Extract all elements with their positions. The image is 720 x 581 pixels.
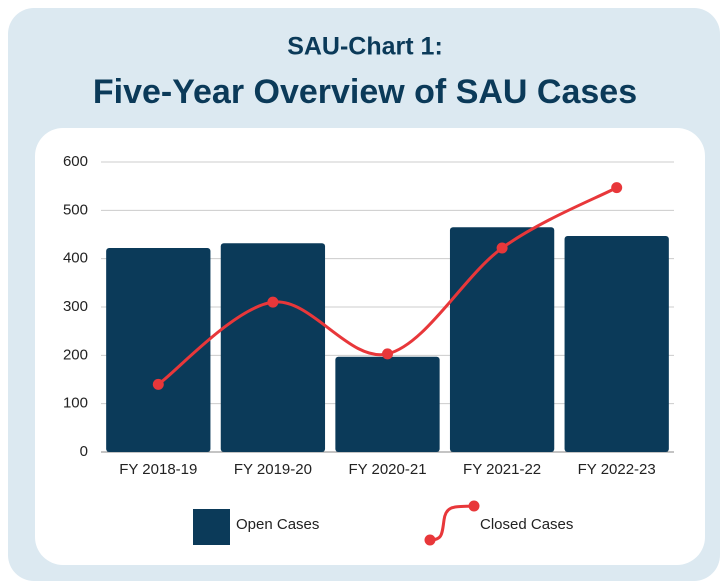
y-tick-label: 400: [63, 250, 88, 267]
point: [496, 242, 508, 254]
y-tick-label: 500: [63, 201, 88, 218]
bar: [564, 235, 669, 452]
y-tick-label: 300: [63, 298, 88, 315]
y-tick-label: 0: [80, 443, 88, 460]
legend-swatch: [429, 504, 475, 542]
y-tick-label: 100: [63, 395, 88, 412]
chart-subtitle: Five-Year Overview of SAU Cases: [93, 73, 637, 111]
point: [611, 182, 623, 194]
point: [382, 348, 393, 360]
legend-swatch: [468, 500, 480, 512]
x-tick-label: FY 2021-22: [463, 461, 541, 478]
x-tick-label: FY 2022-23: [578, 461, 656, 478]
x-tick-label: FY 2019-20: [234, 461, 312, 478]
x-tick-label: FY 2020-21: [348, 461, 426, 478]
legend-label: Closed Cases: [480, 516, 573, 533]
legend-swatch: [193, 509, 230, 545]
x-tick-label: FY 2018-19: [119, 461, 197, 478]
point: [267, 296, 279, 308]
bar: [220, 243, 326, 452]
bar: [449, 227, 555, 452]
legend-swatch: [424, 534, 436, 546]
point: [152, 378, 164, 390]
bar: [106, 248, 211, 452]
bar: [335, 356, 440, 452]
y-tick-label: 600: [63, 153, 88, 170]
legend-label: Open Cases: [236, 516, 319, 533]
chart-title: SAU-Chart 1:: [287, 33, 443, 61]
y-tick-label: 200: [63, 346, 88, 363]
